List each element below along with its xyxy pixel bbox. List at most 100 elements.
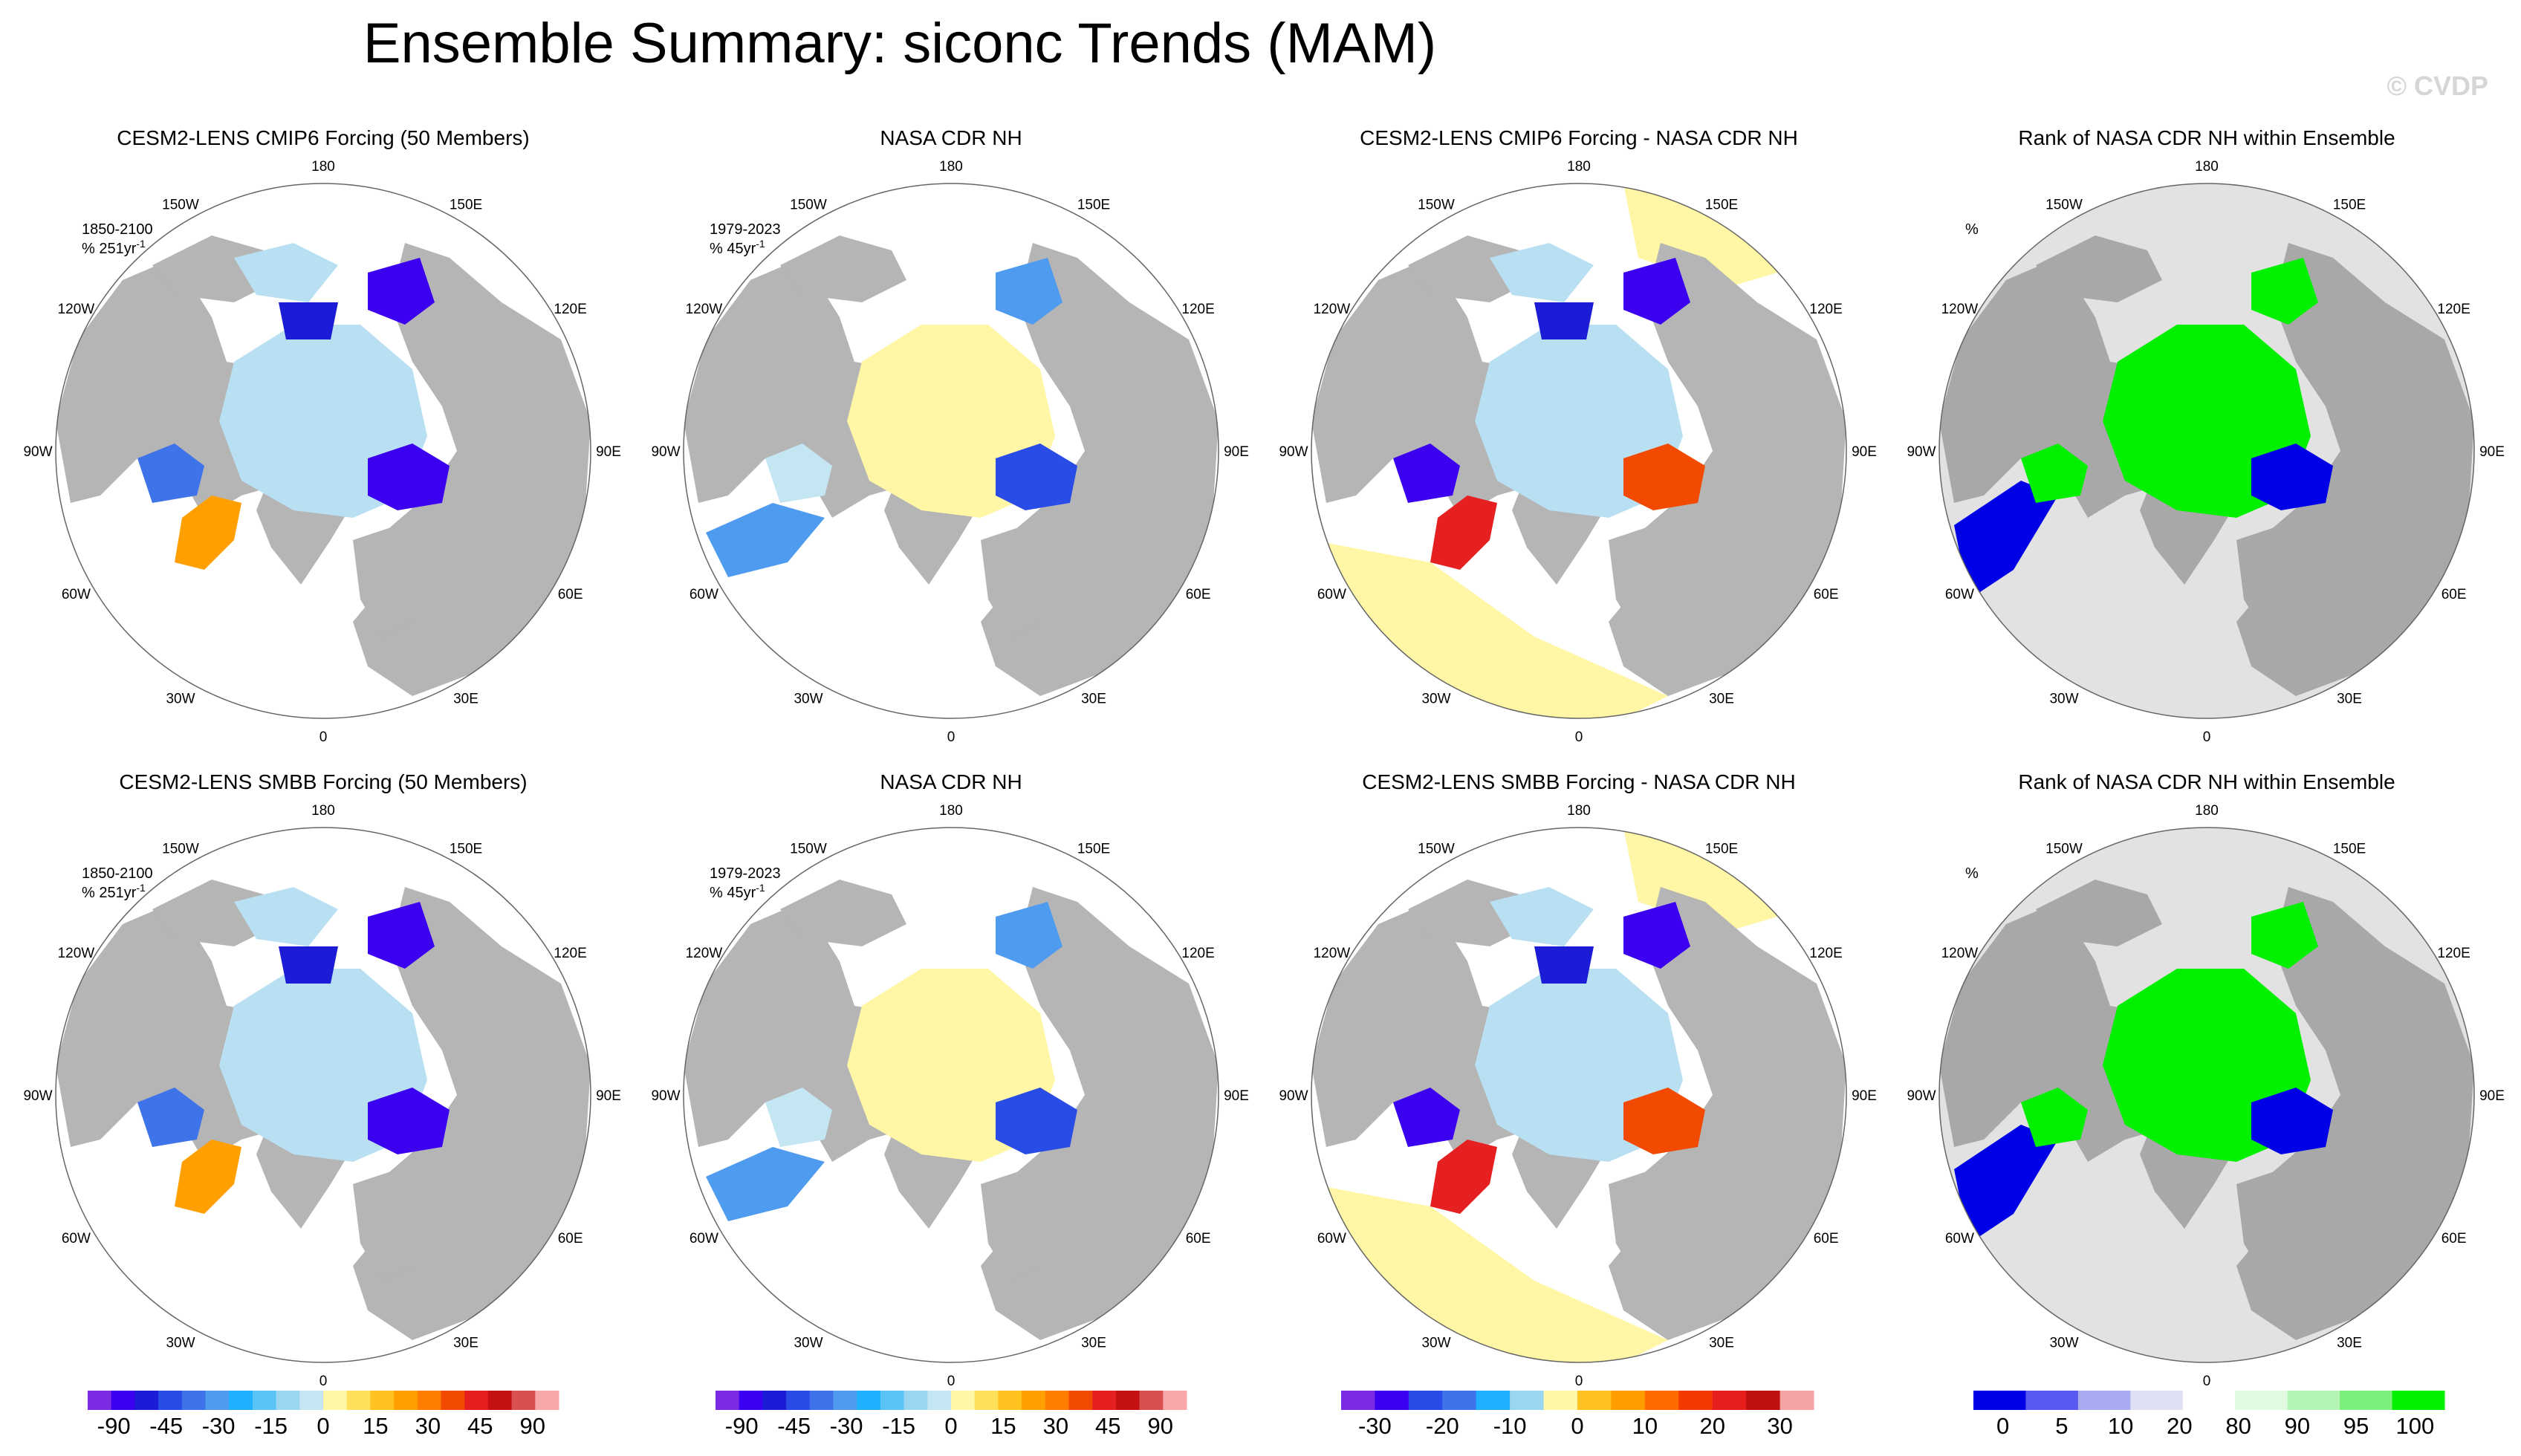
panel-grid: CESM2-LENS CMIP6 Forcing (50 Members) 180… xyxy=(23,126,2504,1389)
colorbar-swatch xyxy=(857,1391,881,1410)
ice-trend-region xyxy=(1534,302,1594,339)
colorbar-swatch xyxy=(134,1391,159,1410)
colorbar-swatch xyxy=(1139,1391,1164,1410)
colorbar-swatch xyxy=(1746,1391,1780,1410)
rank-low-region xyxy=(1954,1125,2058,1244)
panel-title: CESM2-LENS SMBB Forcing - NASA CDR NH xyxy=(1362,770,1795,793)
lon-label: 90E xyxy=(1852,444,1877,460)
ice-trend-region xyxy=(234,243,338,302)
polar-map xyxy=(1311,183,1846,718)
colorbar-label: -30 xyxy=(1358,1413,1392,1439)
polar-map xyxy=(684,828,1219,1362)
ice-trend-region xyxy=(368,443,450,510)
lon-label: 60W xyxy=(690,1231,718,1247)
lon-label: 60E xyxy=(1814,587,1839,602)
colorbar-label: -90 xyxy=(725,1413,759,1439)
panel-trend_model: CESM2-LENS SMBB Forcing (50 Members) 180 1… xyxy=(23,770,620,1389)
colorbar-label: -20 xyxy=(1426,1413,1459,1439)
lon-label: 90W xyxy=(23,1088,52,1104)
lon-label: 60E xyxy=(1814,1231,1839,1247)
colorbar-label: -45 xyxy=(777,1413,811,1439)
lon-label: 30E xyxy=(2337,1336,2362,1351)
colorbar-swatch xyxy=(511,1391,536,1410)
colorbar-label: 45 xyxy=(467,1413,493,1439)
lon-label: 30E xyxy=(1081,1336,1106,1351)
colorbar-swatch xyxy=(2392,1391,2445,1410)
panel-trend_obs: NASA CDR NH 180 150E 120E 90E 60E 30E 0 30W 60W 90… xyxy=(651,126,1248,745)
lon-label: 60E xyxy=(2441,1231,2467,1247)
lon-label: 60W xyxy=(1945,1231,1974,1247)
colorbar-swatch xyxy=(1476,1391,1511,1410)
land-area xyxy=(1609,1169,1675,1281)
colorbar-label: -15 xyxy=(882,1413,915,1439)
lon-label: 120W xyxy=(1941,302,1979,317)
lon-label: 90W xyxy=(651,444,680,460)
ice-trend-region xyxy=(137,443,204,503)
lon-label: 30W xyxy=(1421,692,1450,707)
ice-trend-region xyxy=(996,902,1062,969)
map-boundary xyxy=(683,827,1219,1363)
map-boundary xyxy=(1938,827,2475,1363)
colorbar-swatch xyxy=(535,1391,559,1410)
panel-title: NASA CDR NH xyxy=(880,770,1022,793)
rank-high-region xyxy=(2021,1088,2088,1147)
lon-label: 30E xyxy=(1709,1336,1734,1351)
colorbar-label: 30 xyxy=(415,1413,441,1439)
rank-high-region xyxy=(2251,902,2318,969)
lon-label: 60W xyxy=(1317,1231,1346,1247)
colorbars: -90 -45 -30 -15 0 15 30 45 90 -90 -45 -30 -15 0 15 30 45… xyxy=(88,1391,2445,1439)
lon-label: 30W xyxy=(166,692,195,707)
colorbar-swatch xyxy=(1644,1391,1679,1410)
colorbar-swatch xyxy=(1022,1391,1046,1410)
map-boundary xyxy=(1938,183,2475,719)
ice-trend-region xyxy=(137,1088,204,1147)
lon-label: 60E xyxy=(558,587,583,602)
colorbar-swatch xyxy=(1092,1391,1117,1410)
panel-title: Rank of NASA CDR NH within Ensemble xyxy=(2018,126,2395,149)
lon-label: 60W xyxy=(62,1231,91,1247)
lon-label: 150W xyxy=(162,841,199,857)
colorbar-swatch xyxy=(1375,1391,1409,1410)
land-area xyxy=(2036,235,2162,302)
colorbar-swatch xyxy=(1341,1391,1375,1410)
lon-label: 150E xyxy=(1077,197,1110,212)
lon-label: 60W xyxy=(1945,587,1974,602)
colorbar-swatch xyxy=(323,1391,348,1410)
colorbar-swatch xyxy=(1611,1391,1646,1410)
colorbar-swatch xyxy=(2235,1391,2288,1410)
colorbar-label: 20 xyxy=(1699,1413,1725,1439)
lon-label: 30W xyxy=(794,692,823,707)
lon-label: 150E xyxy=(2333,841,2366,857)
lon-label: 90W xyxy=(1279,444,1308,460)
panel-annotation: 1850-2100 xyxy=(82,221,153,238)
colorbar-swatch xyxy=(252,1391,277,1410)
lon-label: 30E xyxy=(453,1336,478,1351)
lon-label: 150W xyxy=(790,197,827,212)
lon-label: 30W xyxy=(794,1336,823,1351)
lon-label: 120E xyxy=(554,302,586,317)
land-area xyxy=(2036,880,2162,946)
map-boundary xyxy=(1311,827,1847,1363)
colorbar-swatch xyxy=(1068,1391,1093,1410)
panel-annotation: % xyxy=(1965,865,1979,882)
lon-label: 60W xyxy=(1317,587,1346,602)
ice-trend-region xyxy=(1490,243,1594,302)
colorbar-label: -10 xyxy=(1493,1413,1527,1439)
colorbar-label: 90 xyxy=(2285,1413,2310,1439)
lon-label: 90E xyxy=(1224,444,1249,460)
lon-label: 120E xyxy=(2437,946,2470,961)
lon-label: 0 xyxy=(1575,1374,1583,1389)
panel-trend_model: CESM2-LENS CMIP6 Forcing (50 Members) 180… xyxy=(23,126,620,745)
lon-label: 150E xyxy=(1077,841,1110,857)
lon-label: 150E xyxy=(2333,197,2366,212)
map-boundary xyxy=(55,183,591,719)
lon-label: 60W xyxy=(690,587,718,602)
ice-trend-region xyxy=(1430,495,1497,570)
ice-trend-region xyxy=(996,258,1062,325)
colorbar-swatch xyxy=(809,1391,834,1410)
lon-label: 60E xyxy=(1186,587,1211,602)
lon-label: 30W xyxy=(1421,1336,1450,1351)
colorbar-swatch xyxy=(927,1391,952,1410)
lon-label: 150E xyxy=(450,197,482,212)
ice-trend-region xyxy=(996,1088,1077,1154)
